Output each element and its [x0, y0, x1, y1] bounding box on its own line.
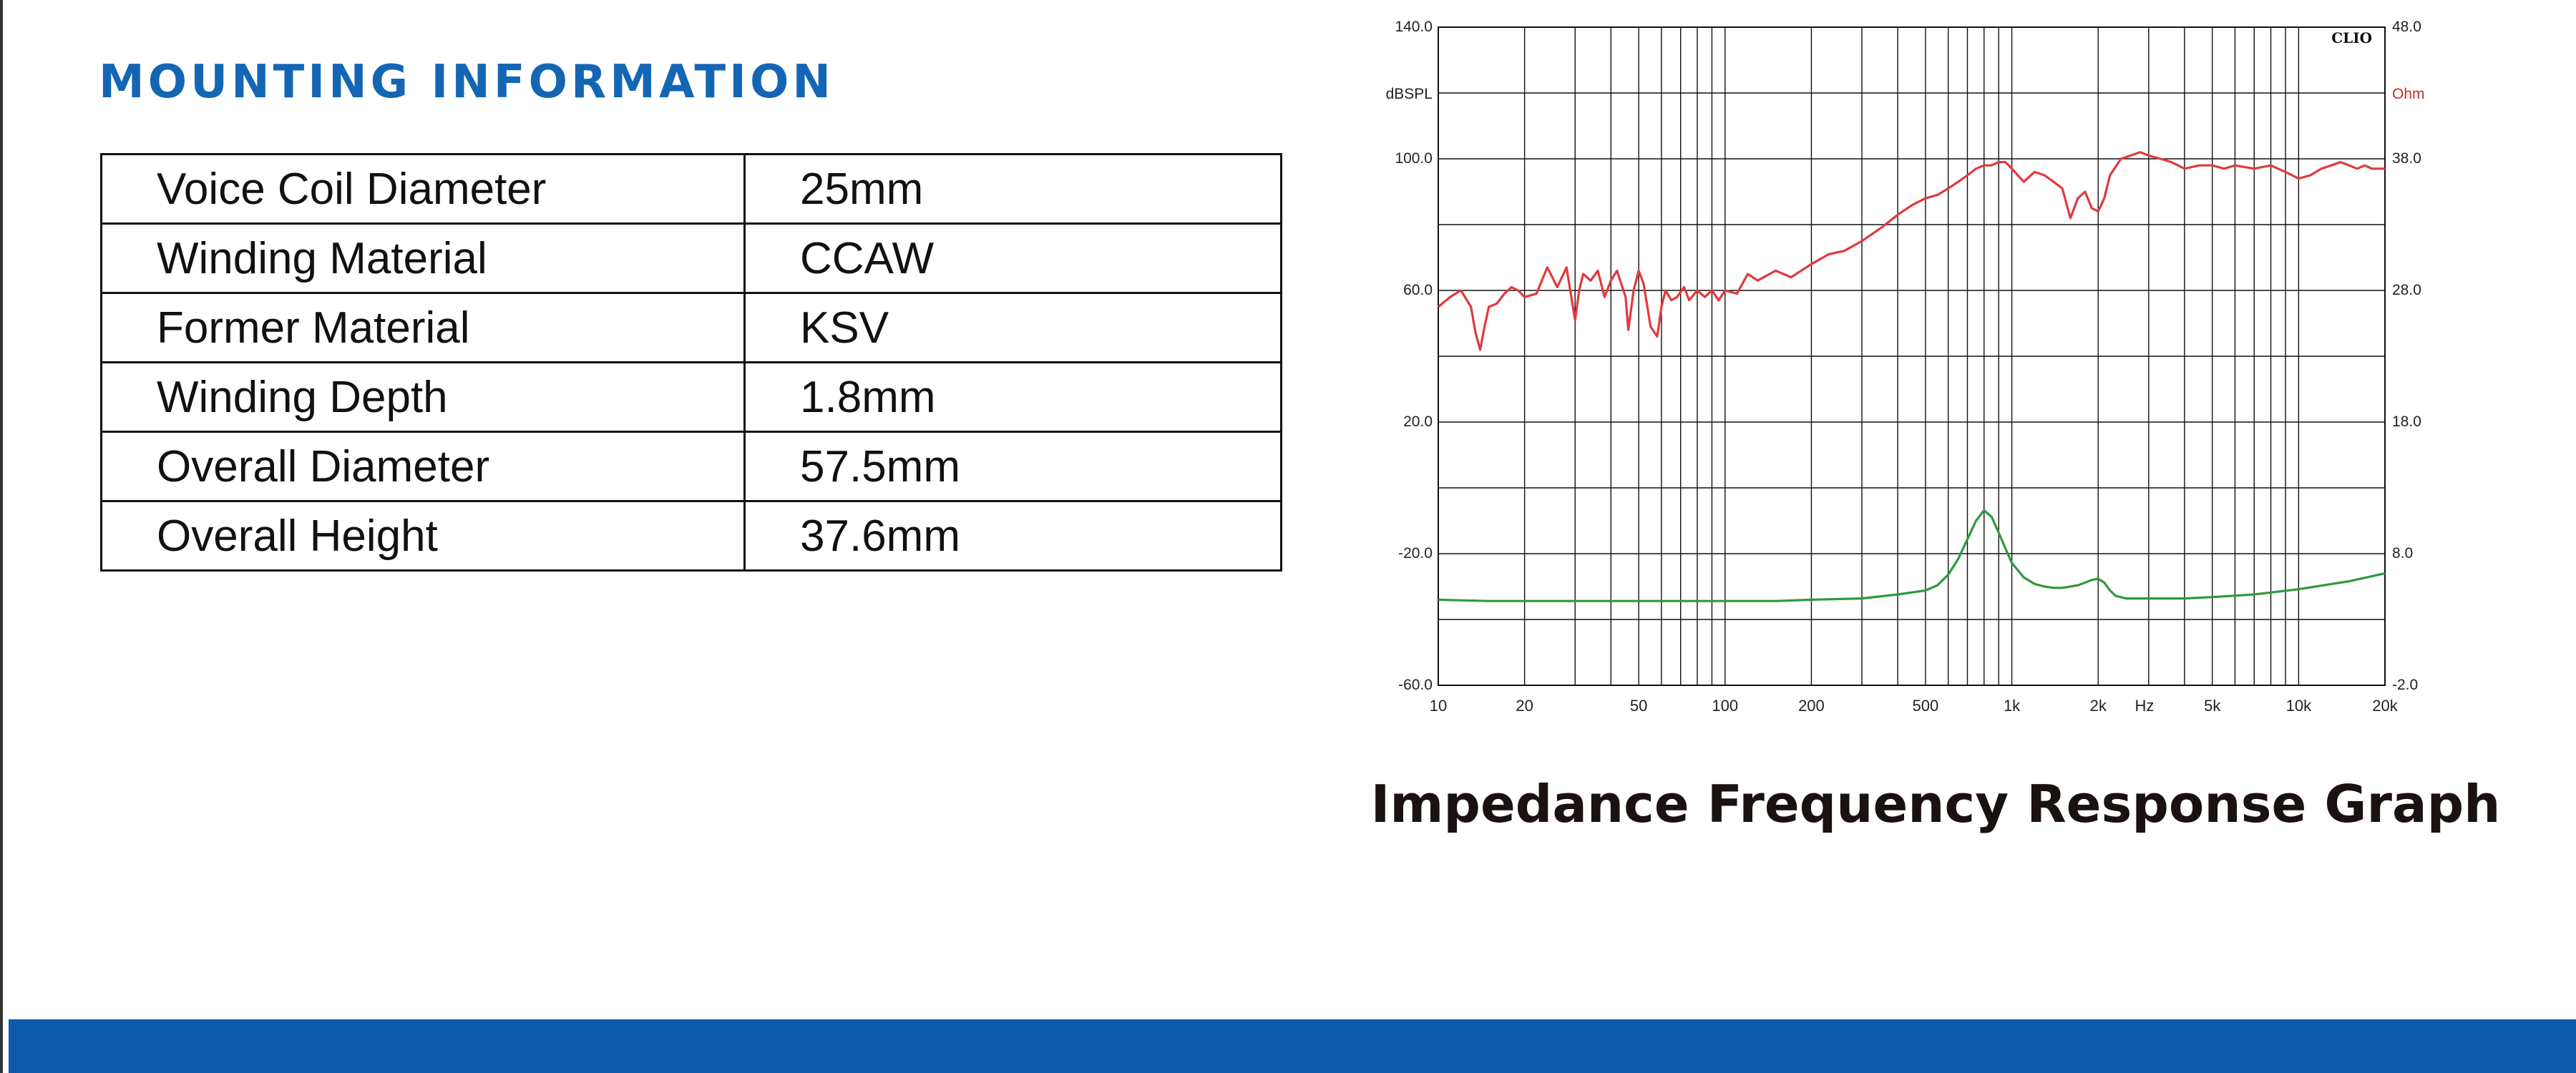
spec-label: Overall Height [100, 500, 746, 572]
y-right-tick-label: 48.0 [2392, 19, 2421, 35]
spec-value: 37.6mm [743, 500, 1282, 572]
table-row: Winding Material CCAW [100, 222, 1282, 294]
spec-label: Overall Diameter [100, 431, 746, 502]
x-tick-label: 500 [1913, 697, 1939, 715]
y-left-tick-label: 20.0 [1403, 413, 1433, 430]
y-right-tick-label: 8.0 [2392, 545, 2413, 562]
spec-label: Former Material [100, 292, 746, 363]
spec-label: Winding Material [100, 222, 746, 294]
graph-caption: Impedance Frequency Response Graph [1370, 774, 2501, 834]
impedance-frequency-chart: 140.0 100.0 60.0 20.0 -20.0 -60.0 dBSPL 48.0 38.… [1386, 19, 2425, 715]
y-left-tick-label: 100.0 [1395, 150, 1433, 167]
y-right-tick-label: 18.0 [2392, 413, 2421, 430]
y-left-tick-label: 60.0 [1403, 282, 1433, 298]
spec-label: Winding Depth [100, 361, 746, 433]
spec-value: CCAW [743, 222, 1282, 294]
table-row: Former Material KSV [100, 292, 1282, 363]
y-left-tick-label: -20.0 [1398, 545, 1433, 562]
spec-value: 25mm [743, 153, 1282, 225]
plot-frame [1438, 26, 2386, 686]
x-unit-label: Hz [2135, 697, 2154, 715]
y-left-tick-label: -60.0 [1398, 677, 1433, 693]
x-tick-label: 100 [1712, 697, 1738, 715]
y-left-tick-label: 140.0 [1395, 19, 1433, 35]
impedance-series-line [1438, 509, 2386, 602]
spec-value: 1.8mm [743, 361, 1282, 433]
x-tick-label: 10k [2286, 697, 2312, 715]
y-right-tick-label: 38.0 [2392, 150, 2421, 167]
spec-value: KSV [743, 292, 1282, 363]
spl-series-line [1437, 151, 2385, 351]
x-tick-label: 50 [1630, 697, 1647, 715]
x-tick-label: 200 [1798, 697, 1825, 715]
clio-watermark: CLIO [2331, 29, 2372, 46]
y-right-axis-label: Ohm [2392, 86, 2425, 102]
mounting-info-table: Voice Coil Diameter 25mm Winding Materia… [100, 153, 1282, 572]
x-tick-label: 10 [1430, 697, 1447, 715]
y-left-axis-label: dBSPL [1386, 86, 1433, 102]
table-row: Overall Diameter 57.5mm [100, 431, 1282, 502]
mounting-info-title: MOUNTING INFORMATION [99, 56, 834, 109]
x-tick-label: 20 [1516, 697, 1533, 715]
y-right-tick-label: -2.0 [2392, 677, 2418, 693]
x-tick-label: 1k [2004, 697, 2021, 715]
x-tick-label: 20k [2372, 697, 2398, 715]
spec-label: Voice Coil Diameter [100, 153, 746, 225]
x-tick-label: 2k [2090, 697, 2107, 715]
table-row: Overall Height 37.6mm [100, 500, 1282, 572]
left-border [0, 0, 3, 1073]
x-tick-label: 5k [2204, 697, 2221, 715]
table-row: Winding Depth 1.8mm [100, 361, 1282, 433]
spec-value: 57.5mm [743, 431, 1282, 502]
y-right-tick-label: 28.0 [2392, 282, 2421, 298]
table-row: Voice Coil Diameter 25mm [100, 153, 1282, 225]
footer-bar [9, 1019, 2576, 1073]
